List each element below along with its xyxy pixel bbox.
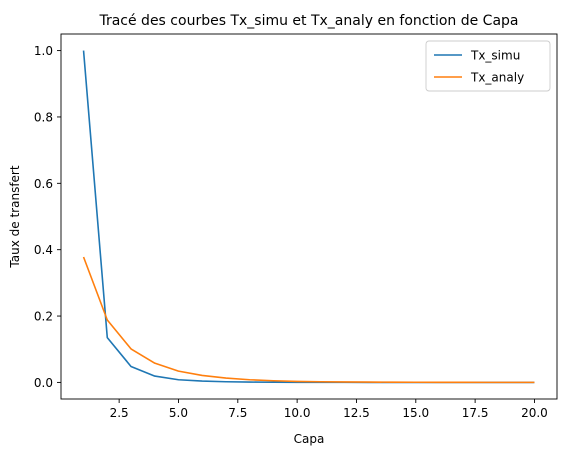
legend-label: Tx_analy — [470, 71, 524, 85]
y-tick-label: 0.0 — [34, 376, 53, 390]
x-tick-label: 10.0 — [284, 406, 311, 420]
x-tick-label: 17.5 — [462, 406, 489, 420]
x-axis-label: Capa — [294, 432, 325, 446]
series-line-tx-analy — [82, 256, 535, 384]
y-tick-label: 1.0 — [34, 44, 53, 58]
x-tick-label: 15.0 — [402, 406, 429, 420]
x-tick-label: 5.0 — [169, 406, 188, 420]
x-tick-label: 12.5 — [343, 406, 370, 420]
y-tick-label: 0.8 — [34, 110, 53, 124]
x-tick-label: 2.5 — [110, 406, 129, 420]
plot-area: 2.5 5.0 7.5 10.0 12.5 15.0 17.5 20.0 0.0 0.2 0.4 0.… — [34, 33, 558, 420]
y-tick-label: 0.6 — [34, 177, 53, 191]
legend-label: Tx_simu — [470, 49, 520, 63]
y-axis-label: Taux de transfert — [8, 165, 22, 268]
x-tick-label: 7.5 — [228, 406, 247, 420]
legend-box — [425, 40, 551, 92]
plot-frame — [60, 33, 558, 400]
y-tick-label: 0.2 — [34, 310, 53, 324]
y-tick-label: 0.4 — [34, 243, 53, 257]
x-tick-label: 20.0 — [521, 406, 548, 420]
chart-title: Tracé des courbes Tx_simu et Tx_analy en… — [98, 13, 518, 29]
